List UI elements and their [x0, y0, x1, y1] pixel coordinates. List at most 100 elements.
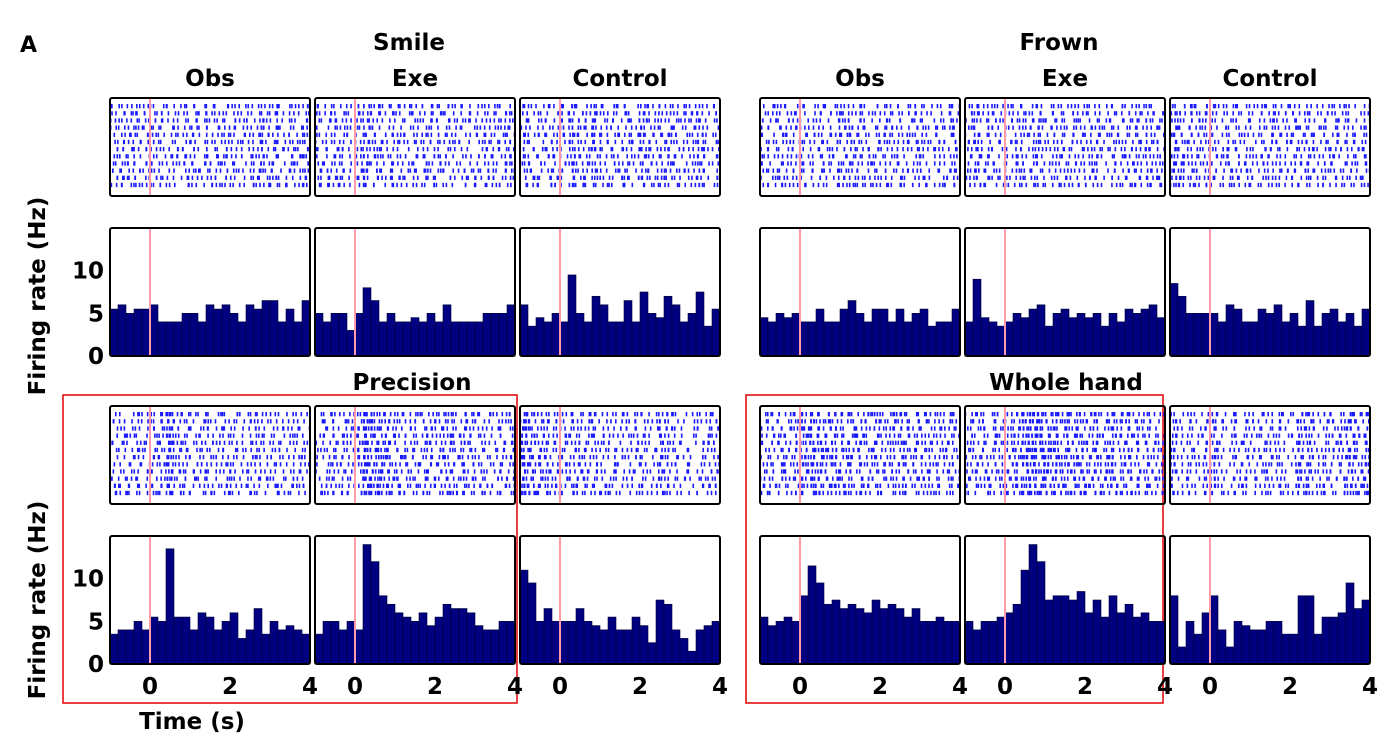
histogram-bar	[314, 313, 324, 357]
histogram-bar	[911, 313, 921, 357]
histogram-bar	[109, 308, 119, 357]
histogram-bar	[615, 321, 625, 357]
histogram-bar	[338, 629, 348, 665]
histogram-bar	[775, 313, 785, 357]
x-tick-label: 2	[427, 674, 443, 700]
histogram-bar	[322, 621, 332, 665]
histogram-bar	[213, 629, 223, 665]
x-tick-label: 2	[222, 674, 238, 700]
histogram-bar	[418, 321, 428, 357]
histogram-bar	[133, 308, 143, 357]
histogram-bar	[253, 308, 263, 357]
x-tick-label: 4	[302, 674, 318, 700]
histogram-bar	[783, 317, 793, 357]
histogram-bar	[378, 595, 388, 665]
group-title-smile: Smile	[373, 30, 445, 56]
histogram-bar	[551, 313, 561, 357]
histogram-bar	[823, 321, 833, 357]
histogram-bar	[157, 621, 167, 665]
histogram-bar	[181, 616, 191, 665]
histogram-bar	[474, 321, 484, 357]
histogram-bar	[543, 321, 553, 357]
histogram-bar	[1329, 308, 1339, 357]
histogram-bar	[133, 621, 143, 665]
histogram-bar	[498, 621, 508, 665]
histogram-bar	[599, 304, 609, 357]
histogram-bar	[301, 633, 311, 665]
histogram-bar	[623, 300, 633, 357]
histogram-bar	[887, 321, 897, 357]
histogram-bar	[831, 321, 841, 357]
histogram-bar	[285, 308, 295, 357]
histogram-bar	[1281, 321, 1291, 357]
histogram-bar	[362, 287, 372, 357]
histogram-bar	[839, 308, 849, 357]
histogram-bar	[1004, 321, 1014, 357]
histogram-frame-frown-obs	[759, 227, 961, 357]
raster-frame-smile-exe	[314, 97, 516, 197]
histogram-bar	[655, 317, 665, 357]
histogram-bar	[879, 308, 889, 357]
histogram-bar	[919, 308, 929, 357]
histogram-bar	[1052, 313, 1062, 357]
histogram-bar	[1185, 313, 1195, 357]
highlight-box-precision	[62, 394, 518, 704]
y-tick-label: 0	[88, 652, 104, 678]
histogram-bar	[1201, 313, 1211, 357]
histogram-bar	[1233, 308, 1243, 357]
histogram-bar	[972, 278, 982, 357]
histogram-bar	[1068, 317, 1078, 357]
histogram-bar	[205, 304, 215, 357]
histogram-bar	[173, 321, 183, 357]
histogram-bar	[370, 561, 380, 665]
histogram-bar	[221, 304, 231, 357]
histogram-bar	[141, 629, 151, 665]
y-tick-label: 0	[88, 344, 104, 370]
histogram-frame-frown-exe	[964, 227, 1166, 357]
histogram-bar	[639, 291, 649, 357]
histogram-bar	[237, 638, 247, 665]
histogram-bar	[767, 321, 777, 357]
histogram-bar	[386, 313, 396, 357]
histogram-bar	[535, 317, 545, 357]
histogram-bar	[386, 603, 396, 665]
histogram-bar	[711, 308, 721, 357]
histogram-bar	[671, 304, 681, 357]
histogram-bar	[402, 321, 412, 357]
raster-frame-smile-obs	[109, 97, 311, 197]
histogram-bar	[583, 321, 593, 357]
histogram-bar	[1060, 308, 1070, 357]
histogram-bar	[189, 629, 199, 665]
y-axis-label-bottom: Firing rate (Hz)	[25, 501, 51, 700]
histogram-bar	[1273, 304, 1283, 357]
histogram-bar	[567, 274, 577, 357]
panel-label: A	[20, 33, 37, 58]
panel-title-smile-control: Control	[572, 66, 667, 92]
panel-title-smile-exe: Exe	[392, 66, 438, 92]
histogram-bar	[117, 304, 127, 357]
x-tick-label: 0	[347, 674, 363, 700]
histogram-bar	[277, 629, 287, 665]
histogram-bar	[863, 321, 873, 357]
histogram-bar	[895, 308, 905, 357]
histogram-bar	[402, 616, 412, 665]
histogram-bar	[418, 612, 428, 665]
histogram-bar	[466, 321, 476, 357]
histogram-bar	[189, 313, 199, 357]
group-title-whole-hand: Whole hand	[989, 370, 1143, 396]
histogram-bar	[394, 612, 404, 665]
histogram-bar	[647, 313, 657, 357]
histogram-bar	[1265, 313, 1275, 357]
histogram-bar	[1217, 321, 1227, 357]
histogram-bar	[519, 304, 529, 357]
histogram-bar	[1305, 300, 1315, 357]
group-title-precision: Precision	[352, 370, 471, 396]
histogram-bar	[1044, 325, 1054, 357]
histogram-bar	[687, 313, 697, 357]
histogram-bar	[426, 625, 436, 665]
histogram-bar	[426, 313, 436, 357]
histogram-bar	[261, 633, 271, 665]
histogram-bar	[1020, 317, 1030, 357]
histogram-bar	[149, 304, 159, 357]
histogram-bar	[253, 608, 263, 665]
